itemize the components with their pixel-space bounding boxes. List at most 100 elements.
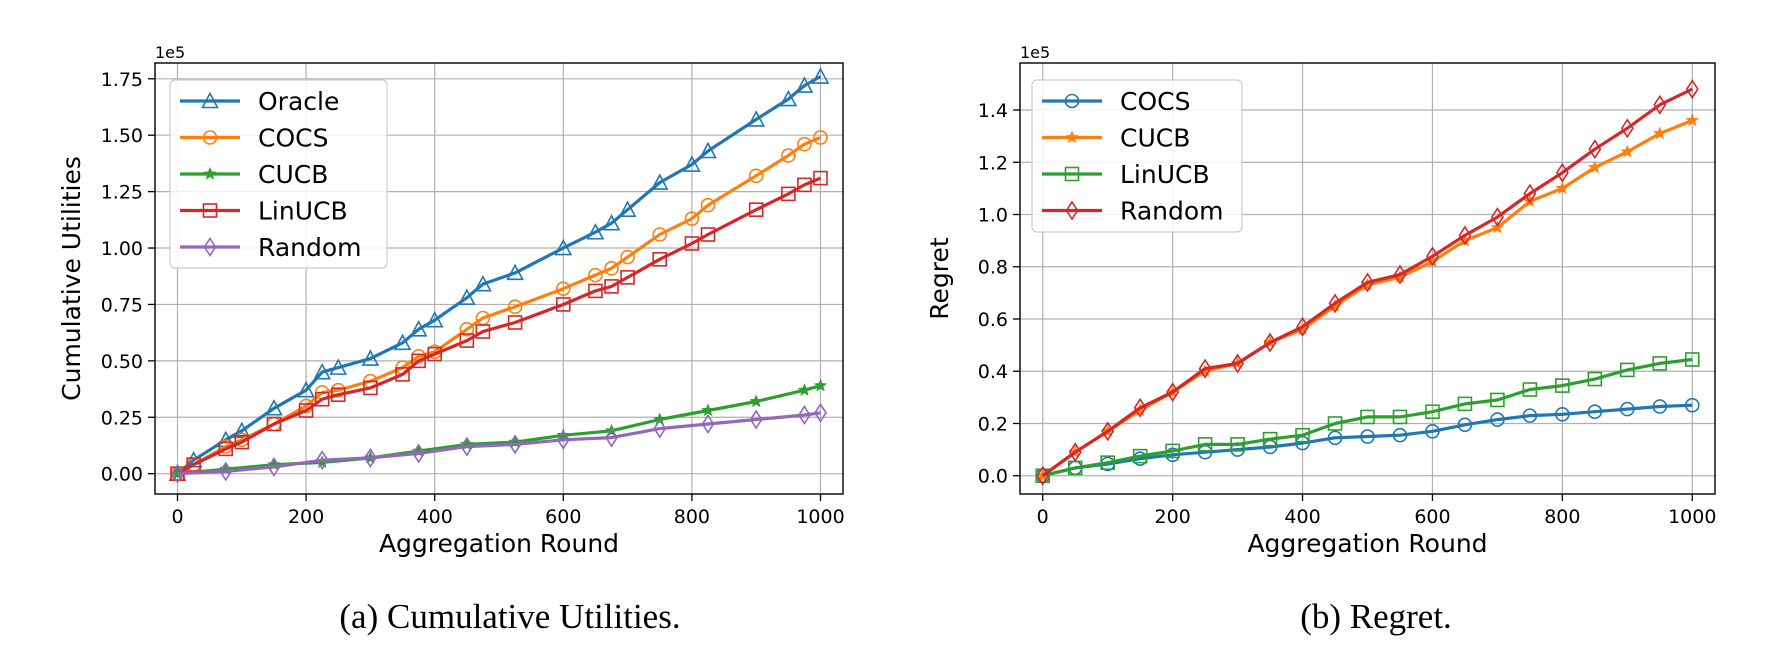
point-random-8 (1296, 316, 1309, 337)
point-cocs-18 (1620, 401, 1635, 417)
y-tick-label-3: 0.75 (101, 294, 143, 316)
x-tick-label-2: 400 (1284, 506, 1320, 528)
y-tick-label-4: 0.8 (978, 257, 1008, 279)
point-cocs-20 (684, 211, 700, 227)
point-random-13 (797, 405, 811, 425)
legend-label-cucb: CUCB (258, 160, 328, 189)
point-oracle-9 (393, 333, 412, 351)
legend-label-cocs: COCS (258, 124, 328, 153)
point-linucb-19 (652, 252, 668, 267)
point-random-11 (1393, 264, 1407, 285)
point-oracle-22 (747, 110, 766, 127)
point-random-19 (1653, 94, 1667, 115)
point-linucb-14 (1490, 392, 1505, 408)
point-random-0 (171, 463, 184, 484)
legend-entry-cocs: COCS (1042, 87, 1190, 116)
y-tick-label-6: 1.2 (978, 152, 1008, 174)
x-tick-label-0: 0 (171, 506, 183, 528)
point-linucb-19 (1652, 356, 1668, 371)
y-tick-label-3: 0.6 (978, 309, 1008, 331)
point-random-9 (605, 427, 618, 448)
legend-marker-cucb (203, 166, 217, 180)
point-linucb-6 (314, 391, 330, 407)
point-linucb-1 (186, 457, 201, 472)
point-linucb-20 (684, 236, 700, 251)
point-oracle-21 (699, 141, 717, 159)
point-cocs-10 (1360, 429, 1375, 444)
point-cocs-9 (1327, 430, 1343, 446)
point-oracle-11 (425, 311, 444, 328)
point-random-14 (814, 402, 827, 423)
point-cocs-18 (620, 249, 635, 265)
y-tick-label-0: 0.0 (978, 466, 1008, 488)
point-linucb-14 (507, 315, 523, 330)
x-tick-label-5: 1000 (796, 506, 844, 528)
point-oracle-14 (506, 263, 524, 281)
x-tick-label-4: 800 (674, 506, 710, 528)
legend-label-linucb: LinUCB (1120, 160, 1210, 189)
line-cocs (1042, 403, 1693, 478)
point-random-7 (1263, 332, 1277, 353)
point-random-3 (315, 450, 329, 471)
point-random-1 (219, 461, 233, 482)
point-oracle-24 (795, 76, 814, 93)
point-linucb-18 (620, 270, 635, 285)
point-random-6 (1231, 353, 1245, 374)
caption-b: (b) Regret. (1300, 597, 1452, 636)
point-linucb-12 (1425, 404, 1440, 420)
point-random-12 (749, 409, 763, 430)
point-cocs-13 (1457, 417, 1473, 433)
legend-marker-cocs (1064, 93, 1080, 109)
point-linucb-9 (1327, 416, 1343, 431)
point-linucb-24 (797, 177, 812, 193)
legend: COCS CUCB LinUCB Random (1031, 79, 1243, 233)
legend-marker-random (1065, 200, 1079, 221)
legend-label-cucb: CUCB (1120, 124, 1190, 153)
line-linucb (1042, 357, 1693, 478)
line-random (1041, 87, 1693, 477)
scale-label: 1e5 (155, 43, 185, 62)
point-linucb-16 (1555, 378, 1570, 393)
point-oracle-18 (618, 200, 637, 217)
legend-marker-linucb (202, 203, 218, 218)
point-cocs-11 (1392, 427, 1408, 443)
y-tick-label-0: 0.00 (101, 464, 143, 486)
legend-entry-cocs: COCS (180, 124, 328, 153)
legend-entry-linucb: LinUCB (180, 197, 348, 226)
series-linucb (1035, 352, 1700, 484)
point-linucb-2 (218, 441, 234, 457)
point-oracle-17 (602, 214, 621, 231)
point-oracle-3 (232, 421, 251, 439)
y-tick-label-4: 1.00 (101, 238, 143, 260)
point-linucb-18 (1620, 362, 1635, 378)
point-linucb-9 (395, 367, 410, 382)
legend-label-linucb: LinUCB (258, 197, 348, 226)
point-linucb-15 (555, 297, 571, 312)
y-tick-label-7: 1.75 (101, 69, 143, 91)
point-linucb-11 (427, 346, 443, 362)
point-random-2 (267, 456, 281, 477)
point-linucb-5 (298, 403, 314, 418)
point-cocs-16 (1555, 407, 1570, 422)
point-cocs-12 (1425, 424, 1440, 439)
point-oracle-6 (313, 362, 332, 380)
point-linucb-7 (1262, 431, 1278, 447)
point-random-0 (1036, 465, 1050, 486)
point-random-17 (1588, 139, 1602, 160)
x-tick-label-1: 200 (288, 506, 324, 528)
legend-entry-oracle: Oracle (180, 87, 339, 116)
legend-marker-cocs (202, 130, 218, 145)
point-oracle-5 (297, 381, 315, 398)
point-cucb-8 (556, 428, 571, 442)
legend-marker-oracle (201, 91, 219, 109)
series-random (1036, 79, 1699, 486)
caption-a: (a) Cumulative Utilities. (339, 597, 681, 636)
x-axis-label: Aggregation Round (379, 529, 619, 558)
x-tick-label-2: 400 (417, 506, 453, 528)
point-linucb-11 (1392, 409, 1408, 425)
point-cocs-19 (652, 227, 668, 242)
y-tick-label-2: 0.4 (978, 361, 1008, 383)
point-cucb-18 (1620, 144, 1635, 158)
point-cucb-16 (1555, 181, 1570, 195)
point-cocs-12 (459, 321, 475, 337)
